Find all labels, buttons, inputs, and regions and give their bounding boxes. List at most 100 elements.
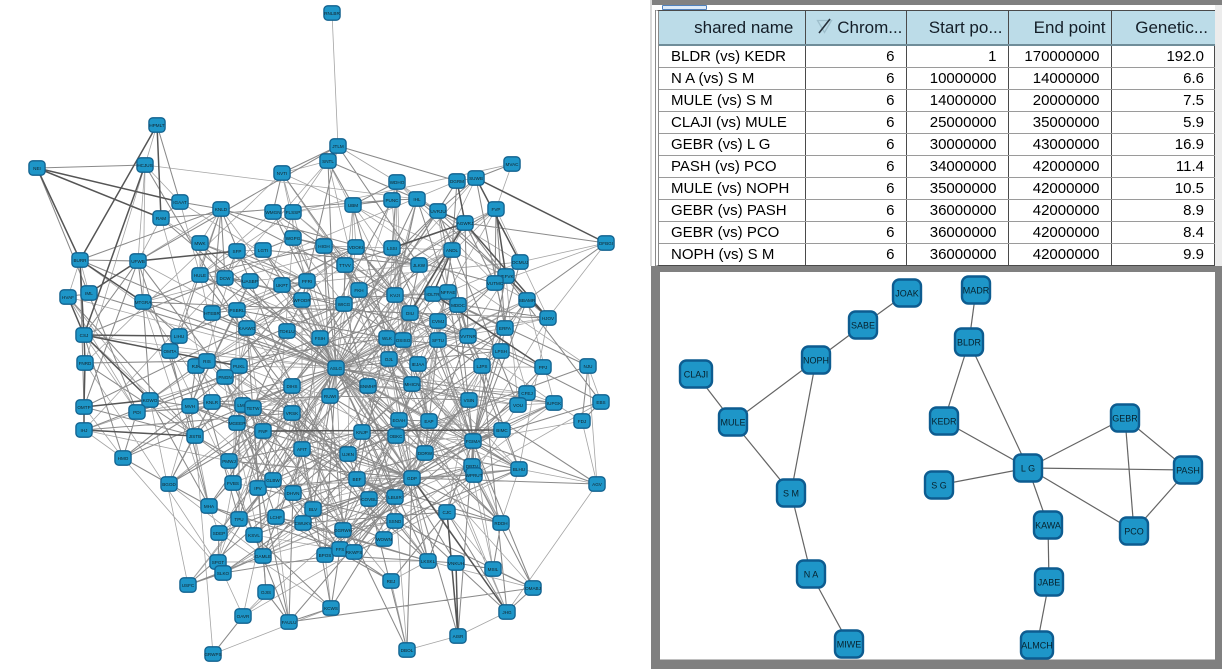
svg-text:GRWPS: GRWPS — [204, 652, 221, 657]
svg-text:VVTNR: VVTNR — [460, 334, 476, 339]
svg-text:LGTI: LGTI — [258, 248, 268, 253]
svg-text:VNKUH: VNKUH — [448, 561, 464, 566]
svg-text:IPV: IPV — [254, 486, 262, 491]
svg-text:BEF: BEF — [353, 477, 362, 482]
svg-text:KCWS: KCWS — [324, 606, 338, 611]
svg-text:PNGN: PNGN — [218, 375, 231, 380]
svg-text:TTVV: TTVV — [339, 263, 352, 268]
svg-text:FSIH: FSIH — [315, 336, 325, 341]
svg-text:TETW: TETW — [246, 406, 260, 411]
svg-text:BLHU: BLHU — [513, 467, 525, 472]
svg-text:SLKO: SLKO — [217, 571, 230, 576]
svg-text:KNJP: KNJP — [356, 430, 368, 435]
svg-text:LPSH: LPSH — [495, 349, 507, 354]
svg-text:CVMJ: CVMJ — [432, 319, 445, 324]
svg-text:DIU: DIU — [406, 311, 414, 316]
svg-text:USFC: USFC — [182, 583, 195, 588]
svg-text:ASLG: ASLG — [330, 366, 343, 371]
svg-text:MVAC: MVAC — [506, 162, 520, 167]
svg-text:SDEP: SDEP — [213, 531, 226, 536]
svg-text:FAULU: FAULU — [282, 620, 297, 625]
svg-text:FNP: FNP — [258, 429, 267, 434]
svg-text:UJKN: UJKN — [342, 452, 354, 457]
svg-text:FLSSP: FLSSP — [286, 210, 301, 215]
svg-text:RAM: RAM — [156, 216, 166, 221]
svg-text:FFS: FFS — [336, 547, 345, 552]
svg-text:FVBS: FVBS — [227, 481, 239, 486]
svg-text:VSIN: VSIN — [464, 398, 475, 403]
svg-text:BPOS: BPOS — [319, 553, 332, 558]
svg-text:PPJ: PPJ — [539, 365, 547, 370]
svg-text:KNLD: KNLD — [215, 207, 228, 212]
svg-text:IGAAT: IGAAT — [173, 200, 187, 205]
svg-text:IEJAA: IEJAA — [412, 362, 426, 367]
svg-text:DGRM: DGRM — [450, 179, 464, 184]
svg-text:EBS: EBS — [596, 400, 605, 405]
svg-text:MHA: MHA — [204, 504, 215, 509]
svg-text:UKPT: UKPT — [276, 283, 288, 288]
svg-text:SBAMR: SBAMR — [519, 298, 536, 303]
svg-text:WFODR: WFODR — [293, 298, 311, 303]
svg-text:S G: S G — [931, 481, 947, 491]
svg-text:CFEJ: CFEJ — [521, 391, 532, 396]
svg-text:RDDH: RDDH — [494, 521, 507, 526]
svg-text:SNTL: SNTL — [322, 159, 334, 164]
svg-text:OCMUJ: OCMUJ — [512, 260, 528, 265]
svg-text:DDRW: DDRW — [418, 451, 433, 456]
svg-text:JTLM: JTLM — [332, 144, 344, 149]
svg-text:MHICN: MHICN — [404, 382, 419, 387]
svg-text:PCO: PCO — [1124, 527, 1144, 537]
svg-text:OMABJ: OMABJ — [525, 586, 541, 591]
svg-text:FKH: FKH — [354, 288, 363, 293]
svg-text:LMIO: LMIO — [237, 403, 249, 408]
svg-text:CSJ: CSJ — [80, 333, 89, 338]
svg-text:HIGH: HIGH — [318, 244, 329, 249]
svg-text:RKWFS: RKWFS — [346, 550, 363, 555]
svg-text:EAP: EAP — [424, 419, 433, 424]
svg-text:WDHO: WDHO — [390, 180, 405, 185]
svg-text:FGIMA: FGIMA — [466, 439, 481, 444]
svg-text:AGWRJ: AGWRJ — [457, 221, 474, 226]
svg-text:WICG: WICG — [338, 302, 351, 307]
svg-text:GLBW: GLBW — [266, 478, 280, 483]
svg-text:NFFAE: NFFAE — [441, 290, 456, 295]
svg-text:UVRJU: UVRJU — [430, 209, 445, 214]
svg-text:BLDR: BLDR — [957, 338, 982, 348]
svg-text:ERFA: ERFA — [499, 326, 512, 331]
svg-text:RIS: RIS — [203, 359, 211, 364]
svg-text:BGOD: BGOD — [162, 482, 176, 487]
svg-text:IUPGK: IUPGK — [547, 401, 562, 406]
svg-text:TPU: TPU — [234, 517, 243, 522]
svg-text:AGV: AGV — [592, 482, 603, 487]
svg-text:LKSKL: LKSKL — [421, 559, 436, 564]
svg-text:COVBL: COVBL — [361, 497, 377, 502]
svg-text:OJL: OJL — [385, 357, 394, 362]
svg-text:IHL: IHL — [413, 197, 421, 202]
svg-text:HULE: HULE — [194, 273, 206, 278]
svg-text:VRSK: VRSK — [286, 411, 299, 416]
svg-text:GGRWH: GGRWH — [334, 528, 352, 533]
svg-text:MWK: MWK — [194, 241, 206, 246]
svg-text:SFP: SFP — [233, 249, 242, 254]
svg-text:LIHU: LIHU — [174, 334, 184, 339]
svg-text:PDI: PDI — [133, 410, 141, 415]
svg-text:PFRI: PFRI — [302, 279, 312, 284]
svg-text:GDP: GDP — [407, 476, 417, 481]
svg-text:KOWO: KOWO — [143, 398, 158, 403]
svg-text:JISTB: JISTB — [189, 434, 202, 439]
svg-text:VUTMC: VUTMC — [487, 281, 504, 286]
svg-text:ALMCH: ALMCH — [1021, 641, 1053, 651]
svg-text:VDOKI: VDOKI — [349, 245, 363, 250]
svg-text:DBOL: DBOL — [401, 648, 414, 653]
svg-text:SSND: SSND — [389, 519, 402, 524]
svg-text:CJC: CJC — [443, 510, 453, 515]
svg-text:PSBRL: PSBRL — [229, 308, 245, 313]
svg-text:OAVR: OAVR — [237, 614, 250, 619]
svg-text:OJIS: OJIS — [261, 590, 271, 595]
svg-text:HPMLT: HPMLT — [149, 123, 164, 128]
svg-text:N A: N A — [804, 570, 819, 580]
svg-text:CLAJI: CLAJI — [684, 370, 709, 380]
svg-text:AFIT: AFIT — [297, 447, 307, 452]
svg-text:JOAK: JOAK — [895, 289, 919, 299]
svg-text:LJPS: LJPS — [477, 364, 488, 369]
